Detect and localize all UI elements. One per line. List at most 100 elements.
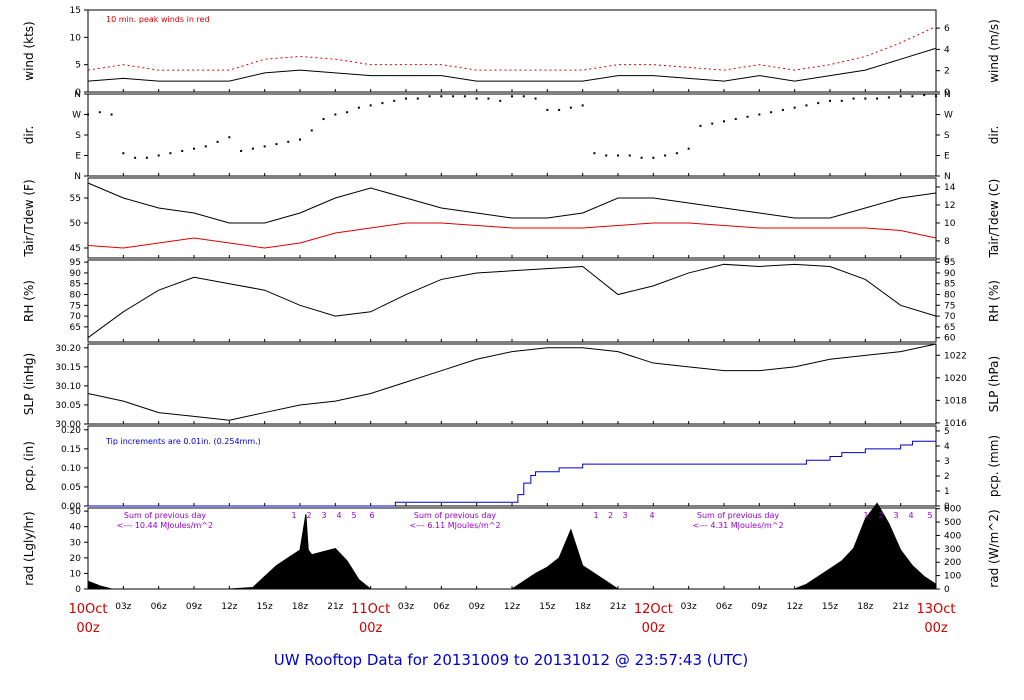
rad-hour-mark: 4 <box>908 511 913 520</box>
pcp-left-tick-label: 0.10 <box>61 464 81 474</box>
dir-point <box>746 115 749 118</box>
dir-point <box>310 129 313 132</box>
rad-ylabel: rad (Lgly/hr) <box>22 511 36 585</box>
dir-point <box>216 140 219 143</box>
wind-right-tick-label: 4 <box>944 45 950 55</box>
rad-right-tick-label: 400 <box>944 531 961 541</box>
wind-left-tick-label: 5 <box>75 61 81 71</box>
x-day-hour-label: 00z <box>642 621 666 636</box>
dir-right-tick-label: W <box>944 111 953 121</box>
temp-series-0 <box>87 182 937 224</box>
x-hour-label: 21z <box>610 602 626 612</box>
dir-panel: dir. dir.N NE ES SW WN N <box>22 90 1001 182</box>
rh-frame <box>87 259 937 343</box>
temp-series-1 <box>87 222 937 249</box>
rad-left-tick-label: 20 <box>70 554 82 564</box>
dir-point <box>675 152 678 155</box>
dir-right-tick-label: N <box>944 90 951 100</box>
dir-point <box>864 97 867 100</box>
rh-right-tick-label: 65 <box>944 323 955 333</box>
slp-series-0 <box>87 343 937 421</box>
pcp-right-tick-label: 0 <box>944 502 950 512</box>
dir-point <box>664 154 667 157</box>
x-day-label: 13Oct <box>916 602 955 617</box>
x-day-hour-label: 00z <box>924 621 948 636</box>
rad-hour-mark: 3 <box>321 511 326 520</box>
dir-point <box>251 147 254 150</box>
dir-point <box>240 149 243 152</box>
rad-area <box>87 502 937 590</box>
dir-point <box>558 108 561 111</box>
dir-right-tick-label: S <box>944 131 950 141</box>
slp-ylabel: SLP (inHg) <box>22 353 36 415</box>
rad-left-tick-label: 10 <box>70 569 82 579</box>
rh-left-tick-label: 70 <box>70 312 82 322</box>
pcp-left-tick-label: 0.20 <box>61 426 81 436</box>
slp-left-tick-label: 30.05 <box>55 401 81 411</box>
dir-point <box>911 95 914 98</box>
x-hour-label: 12z <box>221 602 237 612</box>
x-hour-label: 06z <box>716 602 732 612</box>
x-hour-label: 03z <box>398 602 414 612</box>
pcp-panel: pcp. (in) pcp. (mm) 0.00 0.05 0.10 0.15 0.20 0 1… <box>22 425 1001 512</box>
rad-sum-label: Sum of previous day <box>124 511 206 520</box>
x-hour-label: 03z <box>115 602 131 612</box>
wind-panel: wind (kts) wind (m/s) 0 5 10 15 0 2 4 6 10 min. pe… <box>22 6 1001 98</box>
x-hour-label: 21z <box>893 602 909 612</box>
dir-point <box>511 95 513 98</box>
dir-ylabel: dir. <box>22 126 36 145</box>
rh-ylabel: RH (%) <box>22 280 36 322</box>
x-hour-label: 18z <box>857 602 873 612</box>
dir-right-tick-label: E <box>944 152 950 162</box>
dir-point <box>463 95 466 98</box>
dir-point <box>805 104 808 107</box>
slp-left-tick-label: 30.10 <box>55 382 81 392</box>
wind-right-tick-label: 6 <box>944 24 950 34</box>
rad-frame <box>87 507 937 590</box>
dir-point <box>204 145 207 148</box>
x-hour-label: 12z <box>787 602 803 612</box>
rh-series-0 <box>87 263 937 339</box>
dir-point <box>369 104 372 107</box>
dir-ylabel2: dir. <box>987 126 1001 145</box>
dir-left-tick-label: W <box>72 111 81 121</box>
temp-panel: Tair/Tdew (F) Tair/Tdew (C) 45 50 55 6 8 10 12 14 <box>22 177 1001 265</box>
temp-ylabel: Tair/Tdew (F) <box>22 179 36 257</box>
x-hour-label: 15z <box>257 602 273 612</box>
dir-point <box>322 118 325 121</box>
dir-point <box>652 156 655 159</box>
rad-sum-label: Sum of previous day <box>414 511 496 520</box>
dir-point <box>346 111 349 114</box>
dir-point <box>145 156 148 159</box>
temp-left-tick-label: 55 <box>70 194 81 204</box>
dir-point <box>640 156 643 159</box>
rad-ylabel2: rad (W/m^2) <box>987 509 1001 587</box>
slp-right-tick-label: 1016 <box>944 419 967 429</box>
rad-sum-label: Sum of previous day <box>697 511 779 520</box>
dir-point <box>829 99 831 102</box>
rad-hour-mark: 3 <box>893 511 898 520</box>
rh-ylabel2: RH (%) <box>987 280 1001 322</box>
temp-left-tick-label: 45 <box>70 244 81 254</box>
pcp-left-tick-label: 0.00 <box>61 502 81 512</box>
dir-point <box>793 106 796 109</box>
rad-left-tick-label: 30 <box>70 538 82 548</box>
slp-ylabel2: SLP (hPa) <box>987 356 1001 412</box>
rad-right-tick-label: 200 <box>944 558 961 568</box>
dir-point <box>487 97 490 100</box>
rad-hour-mark: 2 <box>878 511 883 520</box>
dir-point <box>157 154 160 157</box>
x-hour-label: 06z <box>433 602 449 612</box>
dir-point <box>852 97 855 100</box>
rad-hour-mark: 5 <box>351 511 356 520</box>
pcp-series-0 <box>88 440 936 507</box>
temp-right-tick-label: 6 <box>944 255 950 265</box>
rad-hour-mark: 1 <box>593 511 598 520</box>
dir-point <box>405 97 407 100</box>
rad-hour-mark: 4 <box>336 511 341 520</box>
slp-right-tick-label: 1018 <box>944 396 967 406</box>
rh-right-tick-label: 75 <box>944 301 955 311</box>
rh-left-tick-label: 75 <box>70 301 81 311</box>
slp-right-tick-label: 1020 <box>944 374 967 384</box>
rad-left-tick-label: 50 <box>70 507 82 517</box>
